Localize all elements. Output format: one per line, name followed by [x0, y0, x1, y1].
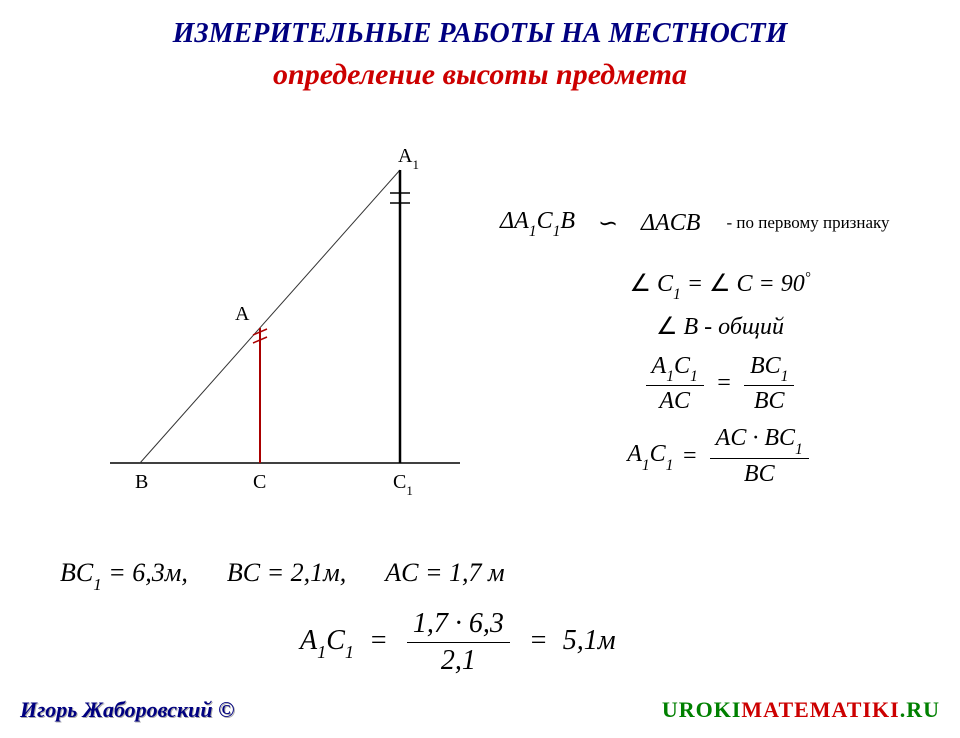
math-derivation: ΔA1C1B ΔACB - по первому признаку ∠ C1 =…	[500, 198, 940, 498]
given-values: BC1 = 6,3м, BC = 2,1м, AC = 1,7 м	[60, 558, 505, 592]
result-fraction: AC · BC1 BC	[710, 425, 809, 488]
triangle-A1C1B: ΔA1C1B	[500, 208, 575, 239]
label-A: A	[235, 303, 249, 326]
similarity-note: - по первому признаку	[726, 213, 889, 233]
site-credit: UROKIMATEMATIKI.RU	[662, 697, 940, 723]
final-calculation: A1C1 = 1,7 · 6,3 2,1 = 5,1м	[300, 608, 616, 677]
common-angle-B: ∠ B - общий	[656, 312, 784, 341]
label-C: C	[253, 471, 266, 494]
author-credit: Игорь Жаборовский ©	[20, 697, 235, 723]
prop-right-fraction: BC1 BC	[744, 353, 794, 416]
triangle-ACB: ΔACB	[641, 210, 700, 237]
geometry-diagram: A1 A B C C1	[80, 153, 480, 513]
similar-icon	[593, 209, 623, 238]
page-title: ИЗМЕРИТЕЛЬНЫЕ РАБОТЫ НА МЕСТНОСТИ	[0, 18, 960, 50]
label-C1: C1	[393, 471, 413, 497]
hypotenuse-line	[140, 170, 400, 463]
angle-equality: ∠ C1 = ∠ C = 90°	[629, 269, 810, 302]
label-B: B	[135, 471, 148, 494]
page-subtitle: определение высоты предмета	[0, 58, 960, 92]
prop-left-fraction: A1C1 AC	[646, 353, 704, 416]
result-lhs: A1C1	[627, 441, 673, 472]
label-A1: A1	[398, 145, 419, 171]
